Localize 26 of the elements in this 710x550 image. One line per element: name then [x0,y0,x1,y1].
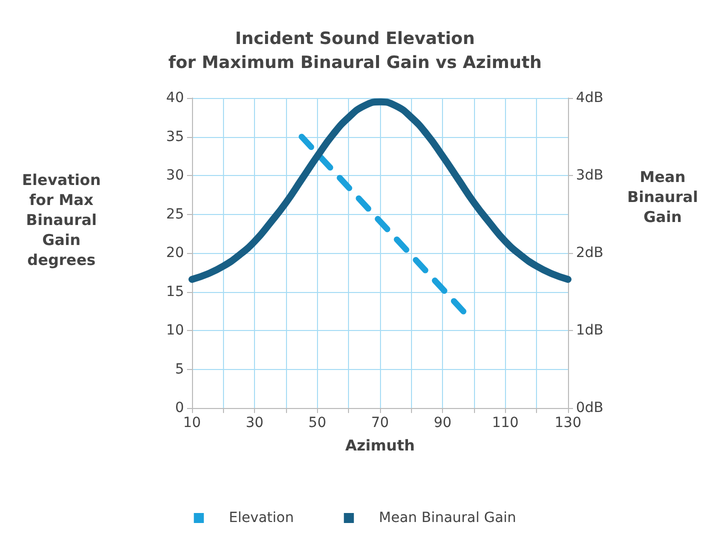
y-tick-label: 15 [166,284,184,300]
x-tick-label: 70 [371,415,389,431]
x-tick-label: 30 [246,415,264,431]
x-tick-label: 110 [492,415,519,431]
y2-tick-label: 0dB [576,400,604,416]
y-tick-label: 30 [166,168,184,184]
y2-tick-label: 2dB [576,245,604,261]
legend-label: Mean Binaural Gain [378,510,516,526]
y2-tick-label: 3dB [576,168,604,184]
y-tick-label: 40 [166,90,184,106]
y-axis-title: Elevation for Max Binaural Gain degrees [22,171,101,269]
x-tick-label: 50 [308,415,326,431]
y-tick-label: 10 [166,322,184,338]
y-tick-label: 0 [175,400,184,416]
y-tick-label: 25 [166,206,184,222]
y-tick-label: 5 [175,361,184,378]
chart-title: Incident Sound Elevation for Maximum Binaural Gain vs Azimuth [168,29,542,73]
x-axis-title: Azimuth [345,436,415,454]
legend-label: Elevation [228,510,294,526]
x-tick-label: 130 [554,415,582,431]
y2-axis-title: Mean Binaural Gain [627,168,698,226]
y2-tick-label: 4dB [576,90,604,106]
y-tick-label: 35 [166,128,184,145]
y-tick-label: 20 [166,245,184,261]
x-tick-label: 90 [434,415,452,431]
y2-tick-label: 1dB [576,322,604,338]
